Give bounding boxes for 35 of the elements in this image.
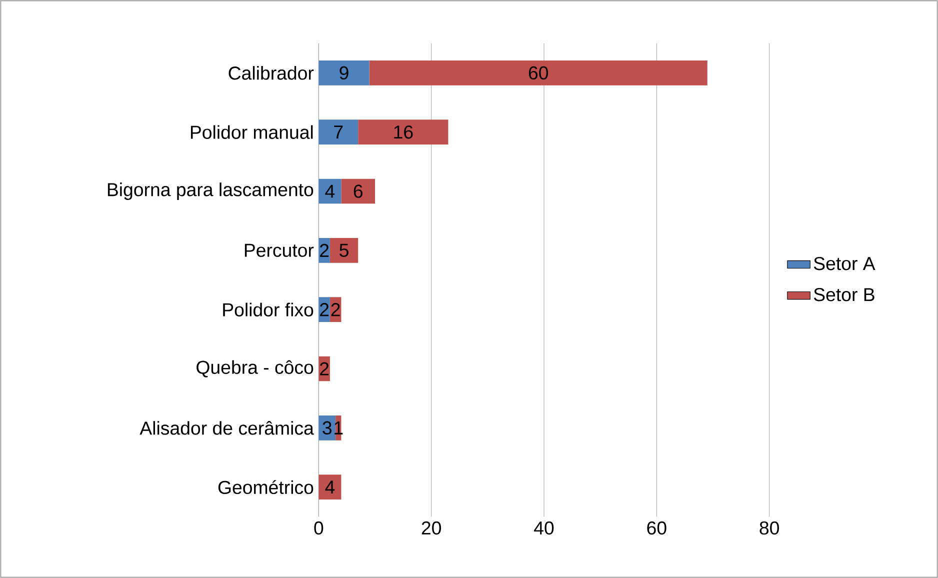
- data-label: 3: [322, 421, 332, 435]
- data-label: 2: [331, 303, 340, 316]
- data-label: 4: [325, 480, 335, 494]
- data-label: 5: [340, 244, 348, 257]
- bar: [341, 178, 375, 204]
- bar: [318, 120, 358, 145]
- y-tick-label: Bigorna para lascamento: [108, 182, 314, 200]
- x-tick-label: 20: [422, 521, 441, 535]
- legend-label: Setor B: [814, 288, 874, 302]
- y-tick-label: Percutor: [244, 244, 314, 257]
- legend-label: Setor A: [814, 256, 876, 270]
- data-label: 2: [320, 362, 329, 376]
- x-tick-label: 40: [534, 521, 554, 535]
- data-label: 60: [528, 66, 548, 80]
- data-label: 4: [325, 184, 335, 198]
- y-tick-label: Calibrador: [228, 66, 314, 80]
- bar: [369, 60, 708, 86]
- bar: [318, 60, 370, 86]
- y-tick-label: Quebra - côco: [196, 360, 314, 378]
- y-tick-label: Polidor fixo: [223, 302, 314, 316]
- bar: [330, 238, 358, 263]
- bar: [318, 474, 342, 500]
- y-tick-label: Alisador de cerâmica: [140, 421, 314, 435]
- data-label: 2: [320, 303, 329, 316]
- data-label: 9: [340, 66, 348, 80]
- y-tick-label: Geométrico: [218, 480, 314, 494]
- x-tick-label: 60: [647, 521, 666, 535]
- data-label: 6: [354, 184, 362, 198]
- data-label: 16: [394, 125, 413, 139]
- x-tick-label: 80: [760, 521, 779, 535]
- x-tick-label: 0: [314, 521, 324, 535]
- data-label: 2: [320, 244, 329, 257]
- bar: [358, 120, 448, 145]
- data-label: 7: [334, 126, 343, 139]
- y-tick-label: Polidor manual: [190, 125, 313, 139]
